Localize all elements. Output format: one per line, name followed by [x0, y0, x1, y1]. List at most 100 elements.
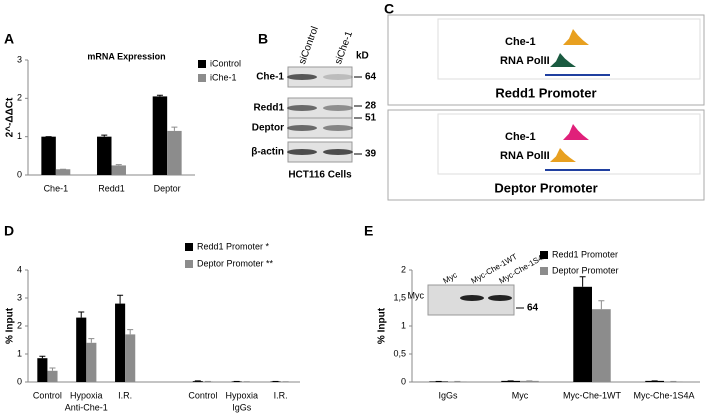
bar [520, 380, 539, 382]
legend-swatch [185, 243, 193, 251]
x-tick-label: Myc-Che-1S4A [633, 390, 694, 400]
error-bar [78, 311, 85, 318]
x-tick-label: IgGs [438, 390, 458, 400]
legend-label: iChe-1 [210, 72, 237, 82]
legend-swatch [185, 260, 193, 268]
y-tick-label: 4 [17, 264, 22, 274]
bar [86, 342, 97, 382]
y-tick-label: 0 [401, 376, 406, 386]
y-tick-label: 0 [17, 169, 22, 179]
x-tick-label: Deptor [154, 183, 181, 193]
track-inner [437, 18, 701, 80]
track-title: Redd1 Promoter [495, 85, 596, 100]
track-label: Che-1 [505, 36, 536, 48]
y-tick-label: 1 [17, 131, 22, 141]
row-label: β-actin [251, 147, 284, 158]
lane-label: siControl [297, 25, 321, 66]
blot-band [287, 74, 317, 80]
bar [592, 309, 611, 382]
y-tick-label: 3 [17, 54, 22, 64]
track-label: Che-1 [505, 131, 536, 143]
panel-letter: D [4, 223, 14, 239]
blot-band [488, 295, 512, 301]
bar [115, 303, 126, 382]
error-bar [39, 355, 46, 359]
kd-label: 28 [365, 101, 377, 112]
bar [76, 317, 87, 382]
group-label: IgGs [232, 402, 252, 412]
bar [573, 286, 592, 382]
blot-band [287, 105, 317, 111]
signal-peak [440, 148, 698, 162]
bar [125, 334, 136, 382]
signal-peak [440, 124, 698, 140]
group-label: Anti-Che-1 [65, 402, 108, 412]
y-tick-label: 1 [17, 348, 22, 358]
kd-label: 39 [365, 149, 377, 160]
error-bar [127, 329, 134, 335]
chart-title: mRNA Expression [87, 51, 165, 61]
y-axis-label: 2^-ΔΔCt [5, 97, 16, 137]
blot-band [287, 149, 317, 155]
legend-label: Redd1 Promoter * [197, 241, 270, 251]
error-bar [88, 338, 95, 343]
legend-label: Redd1 Promoter [552, 249, 618, 259]
row-label: Myc [408, 290, 425, 300]
bar [645, 380, 664, 382]
x-tick-label: Myc-Che-1WT [563, 390, 622, 400]
y-tick-label: 0 [17, 376, 22, 386]
unit-label: kD [356, 51, 369, 62]
error-bar [156, 94, 163, 97]
y-tick-label: 2 [17, 320, 22, 330]
legend-label: Deptor Promoter ** [197, 258, 274, 268]
legend-swatch [198, 60, 206, 68]
panel-letter: C [384, 1, 394, 17]
blot-band [323, 74, 353, 80]
row-label: Deptor [252, 123, 284, 134]
signal-peak [440, 53, 698, 67]
error-bar [115, 164, 122, 166]
bar [97, 136, 112, 175]
legend-swatch [198, 74, 206, 82]
blot-caption: HCT116 Cells [288, 170, 352, 181]
lane-label: Myc [442, 270, 459, 285]
blot-band [323, 149, 353, 155]
y-tick-label: 2 [401, 264, 406, 274]
lane-label: siChe-1 [333, 29, 355, 66]
blot-band [323, 125, 353, 131]
legend-label: Deptor Promoter [552, 265, 619, 275]
track-title: Deptor Promoter [494, 180, 597, 195]
bar [41, 136, 56, 175]
error-bar [117, 294, 124, 304]
kd-label: 64 [527, 303, 539, 314]
error-bar [101, 134, 108, 137]
bar [55, 169, 71, 175]
panel-letter: E [364, 223, 373, 239]
signal-peak [440, 29, 698, 45]
y-tick-label: 1 [401, 320, 406, 330]
error-bar [49, 367, 56, 371]
y-tick-label: 0,5 [393, 348, 406, 358]
x-tick-label: Che-1 [44, 183, 69, 193]
legend-label: iControl [210, 58, 241, 68]
row-label: Redd1 [253, 103, 284, 114]
x-tick-label: Hypoxia [225, 390, 258, 400]
legend-swatch [540, 251, 548, 259]
bar [192, 381, 203, 382]
x-tick-label: Redd1 [98, 183, 125, 193]
y-tick-label: 2 [17, 93, 22, 103]
track-inner [437, 113, 701, 175]
y-axis-label: % Input [377, 307, 388, 344]
x-tick-label: I.R. [274, 390, 288, 400]
error-bar [579, 276, 586, 287]
y-axis-label: % Input [5, 307, 16, 344]
bar [47, 370, 58, 382]
error-bar [598, 300, 605, 310]
kd-label: 64 [365, 72, 377, 83]
x-tick-label: Control [33, 390, 62, 400]
x-tick-label: Myc [512, 390, 529, 400]
x-tick-label: I.R. [118, 390, 132, 400]
legend-swatch [540, 267, 548, 275]
kd-label: 51 [365, 113, 377, 124]
